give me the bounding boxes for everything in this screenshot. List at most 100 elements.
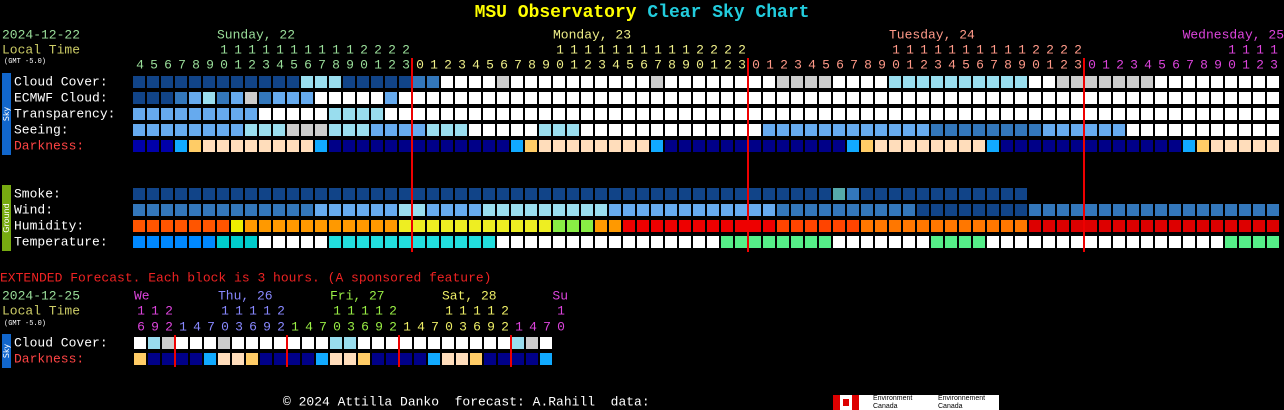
forecast-block xyxy=(539,236,551,248)
forecast-block xyxy=(470,337,482,349)
forecast-block xyxy=(651,204,663,216)
forecast-block xyxy=(161,76,173,88)
forecast-block xyxy=(623,236,635,248)
forecast-block xyxy=(609,188,621,200)
forecast-block xyxy=(903,204,915,216)
forecast-block xyxy=(889,108,901,120)
forecast-block xyxy=(525,124,537,136)
forecast-block xyxy=(399,236,411,248)
forecast-block xyxy=(287,188,299,200)
forecast-block xyxy=(1057,108,1069,120)
forecast-block xyxy=(763,204,775,216)
forecast-block xyxy=(1267,76,1279,88)
forecast-block xyxy=(483,92,495,104)
forecast-block xyxy=(231,108,243,120)
forecast-block xyxy=(847,140,859,152)
forecast-block xyxy=(693,140,705,152)
forecast-block xyxy=(203,92,215,104)
row-label: Humidity: xyxy=(14,218,84,233)
forecast-block xyxy=(1071,220,1083,232)
forecast-block xyxy=(539,92,551,104)
forecast-block xyxy=(791,220,803,232)
forecast-block xyxy=(1267,108,1279,120)
forecast-block xyxy=(203,220,215,232)
forecast-block xyxy=(203,140,215,152)
forecast-block xyxy=(1127,140,1139,152)
forecast-block xyxy=(861,92,873,104)
forecast-block xyxy=(609,76,621,88)
forecast-block xyxy=(833,220,845,232)
day-label: Fri, 27 xyxy=(330,288,385,303)
hour-units: 012345678901234567890123 xyxy=(416,57,752,72)
forecast-block xyxy=(1169,92,1181,104)
forecast-block xyxy=(567,124,579,136)
forecast-block xyxy=(665,236,677,248)
forecast-block xyxy=(721,124,733,136)
forecast-block xyxy=(218,337,230,349)
forecast-block xyxy=(175,108,187,120)
forecast-block xyxy=(875,140,887,152)
forecast-block xyxy=(1267,204,1279,216)
forecast-block xyxy=(791,124,803,136)
forecast-block xyxy=(567,140,579,152)
forecast-block xyxy=(288,353,300,365)
forecast-block xyxy=(749,204,761,216)
forecast-block xyxy=(763,236,775,248)
forecast-block xyxy=(217,124,229,136)
forecast-block xyxy=(763,140,775,152)
forecast-block xyxy=(679,188,691,200)
forecast-block xyxy=(539,76,551,88)
forecast-block xyxy=(819,92,831,104)
forecast-block xyxy=(1155,204,1167,216)
forecast-block xyxy=(1099,204,1111,216)
forecast-block xyxy=(651,76,663,88)
forecast-block xyxy=(1001,188,1013,200)
forecast-block xyxy=(1015,204,1027,216)
forecast-block xyxy=(1113,220,1125,232)
forecast-block xyxy=(1197,124,1209,136)
forecast-block xyxy=(777,92,789,104)
forecast-block xyxy=(273,108,285,120)
forecast-block xyxy=(385,220,397,232)
forecast-block xyxy=(595,140,607,152)
hour-tens: 112 xyxy=(137,303,179,318)
forecast-block xyxy=(469,124,481,136)
forecast-block xyxy=(1057,92,1069,104)
forecast-block xyxy=(987,140,999,152)
forecast-block xyxy=(540,337,552,349)
logo-box xyxy=(833,395,999,410)
forecast-block xyxy=(385,124,397,136)
forecast-block xyxy=(497,108,509,120)
forecast-block xyxy=(539,124,551,136)
forecast-block xyxy=(651,236,663,248)
forecast-block xyxy=(161,124,173,136)
forecast-block xyxy=(1225,92,1237,104)
forecast-block xyxy=(539,108,551,120)
forecast-block xyxy=(329,140,341,152)
forecast-block xyxy=(1015,220,1027,232)
forecast-block xyxy=(679,140,691,152)
forecast-block xyxy=(1239,140,1251,152)
hour-tens: 11112 xyxy=(291,303,403,318)
forecast-block xyxy=(623,76,635,88)
forecast-block xyxy=(511,108,523,120)
forecast-block xyxy=(246,353,258,365)
forecast-block xyxy=(512,353,524,365)
forecast-block xyxy=(329,108,341,120)
forecast-block xyxy=(1043,124,1055,136)
forecast-block xyxy=(903,236,915,248)
forecast-block xyxy=(595,92,607,104)
forecast-block xyxy=(1113,140,1125,152)
local-time: Local Time xyxy=(2,303,80,318)
forecast-block xyxy=(707,188,719,200)
forecast-block xyxy=(259,124,271,136)
forecast-block xyxy=(1099,124,1111,136)
forecast-block xyxy=(707,236,719,248)
hour-units: 012345678901234567890123 xyxy=(752,57,1088,72)
forecast-block xyxy=(819,124,831,136)
forecast-block xyxy=(693,236,705,248)
forecast-block xyxy=(525,108,537,120)
forecast-block xyxy=(1253,140,1265,152)
forecast-block xyxy=(623,220,635,232)
